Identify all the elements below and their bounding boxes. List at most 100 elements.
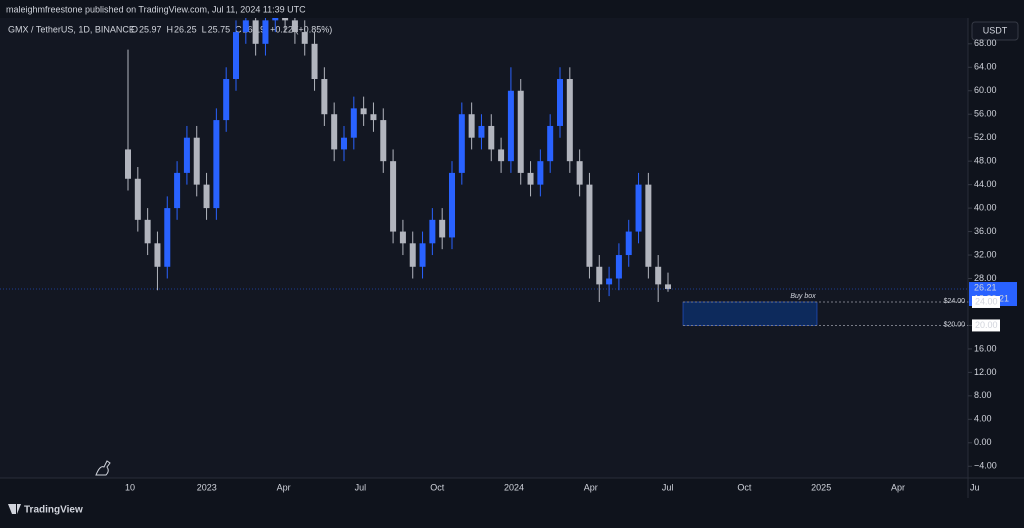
candle-body <box>144 219 151 244</box>
plot-area <box>0 18 968 478</box>
y-tick-label: 40.00 <box>974 202 997 212</box>
ohlc-value: 26.25 <box>174 24 197 34</box>
level-badge <box>972 319 1000 332</box>
candle-body <box>498 149 505 162</box>
candle-body <box>606 278 613 285</box>
x-tick-label: Apr <box>584 482 598 492</box>
ohlc-key: H <box>167 24 174 34</box>
candle-body <box>350 108 357 138</box>
candle-body <box>252 20 259 44</box>
candle-body <box>586 184 593 267</box>
candle-body <box>478 125 485 138</box>
candle-body <box>468 114 475 138</box>
level-badge <box>972 295 1000 308</box>
x-tick-label: Oct <box>737 482 752 492</box>
y-tick-label: 4.00 <box>974 414 992 424</box>
candle-body <box>566 79 573 162</box>
ohlc-value: +0.22 (+0.85%) <box>270 24 332 34</box>
ohlc-value: 25.97 <box>139 24 162 34</box>
candle-body <box>134 178 141 220</box>
buy-box <box>682 301 818 326</box>
candles <box>125 18 671 302</box>
candle-body <box>183 137 190 173</box>
candle-body <box>537 161 544 185</box>
x-tick-label: Ju <box>970 482 980 492</box>
candle-body <box>331 114 338 150</box>
y-tick-label: 56.00 <box>974 109 997 119</box>
candle-body <box>635 184 642 232</box>
candle-body <box>625 231 632 256</box>
candle-body <box>665 284 671 290</box>
y-tick-label: 68.00 <box>974 38 997 48</box>
candle-body <box>164 208 171 267</box>
candle-body <box>527 172 534 185</box>
y-tick-label: 32.00 <box>974 249 997 259</box>
candle-body <box>390 161 397 232</box>
y-tick-label: 60.00 <box>974 85 997 95</box>
ohlc-key: C <box>235 24 242 34</box>
candle-body <box>449 172 455 238</box>
candle-body <box>223 79 230 121</box>
candle-body <box>341 137 347 150</box>
currency-box[interactable] <box>971 21 1019 41</box>
level-badge-label: 24.00 <box>975 296 998 306</box>
x-tick-label: Oct <box>430 482 445 492</box>
level-label: $20.00 <box>944 321 966 328</box>
candle-body <box>409 243 416 267</box>
logo-icon <box>95 460 111 476</box>
candle-body <box>311 43 318 80</box>
candle-body <box>576 161 583 185</box>
ohlc-key: L <box>202 24 207 34</box>
buy-box-title: Buy box <box>790 293 816 300</box>
candle-body <box>174 172 181 209</box>
y-tick-label: 44.00 <box>974 179 997 189</box>
y-tick-label: 8.00 <box>974 390 992 400</box>
candle-body <box>655 266 662 285</box>
candle-body <box>547 125 554 162</box>
candle-body <box>507 90 514 162</box>
candle-body <box>419 243 426 267</box>
x-tick-label: 10 <box>125 482 135 492</box>
y-tick-label: −4.00 <box>974 461 997 471</box>
ohlc-key: O <box>131 24 138 34</box>
candle-body <box>488 125 495 150</box>
x-tick-label: Apr <box>891 482 905 492</box>
candle-body <box>399 231 406 244</box>
y-tick-label: 28.00 <box>974 273 997 283</box>
symbol: GMX / TetherUS, 1D, BINANCE <box>8 24 135 34</box>
last-price-label: 26.21 <box>974 282 997 292</box>
x-tick-label: 2023 <box>197 482 217 492</box>
x-tick-label: Jul <box>662 482 674 492</box>
candle-body <box>596 266 603 285</box>
candle-body <box>242 20 249 33</box>
candle-body <box>282 18 289 21</box>
candle-body <box>429 219 436 244</box>
candle-body <box>213 120 220 209</box>
y-tick-label: 48.00 <box>974 156 997 166</box>
candle-body <box>233 32 239 80</box>
x-tick-label: 2024 <box>504 482 524 492</box>
candle-body <box>125 149 131 179</box>
brand[interactable]: TradingView <box>24 505 83 516</box>
candle-body <box>360 108 367 115</box>
y-tick-label: 64.00 <box>974 62 997 72</box>
candle-body <box>439 219 446 238</box>
candle-body <box>203 184 210 209</box>
x-tick-label: Apr <box>277 482 291 492</box>
level-label: $24.00 <box>944 298 966 305</box>
candle-body <box>370 114 377 121</box>
y-tick-label: 36.00 <box>974 226 997 236</box>
candle-body <box>380 120 387 162</box>
logo[interactable] <box>8 504 21 514</box>
candle-body <box>645 184 652 267</box>
candle-body <box>262 20 269 44</box>
currency[interactable]: USDT <box>983 25 1008 35</box>
ohlc-value: 25.75 <box>208 24 231 34</box>
x-tick-label: Jul <box>355 482 367 492</box>
level-badge-label: 20.00 <box>975 320 998 330</box>
publisher: maleighmfreestone published on TradingVi… <box>6 4 306 14</box>
candle-body <box>615 255 622 279</box>
candle-body <box>321 79 328 115</box>
